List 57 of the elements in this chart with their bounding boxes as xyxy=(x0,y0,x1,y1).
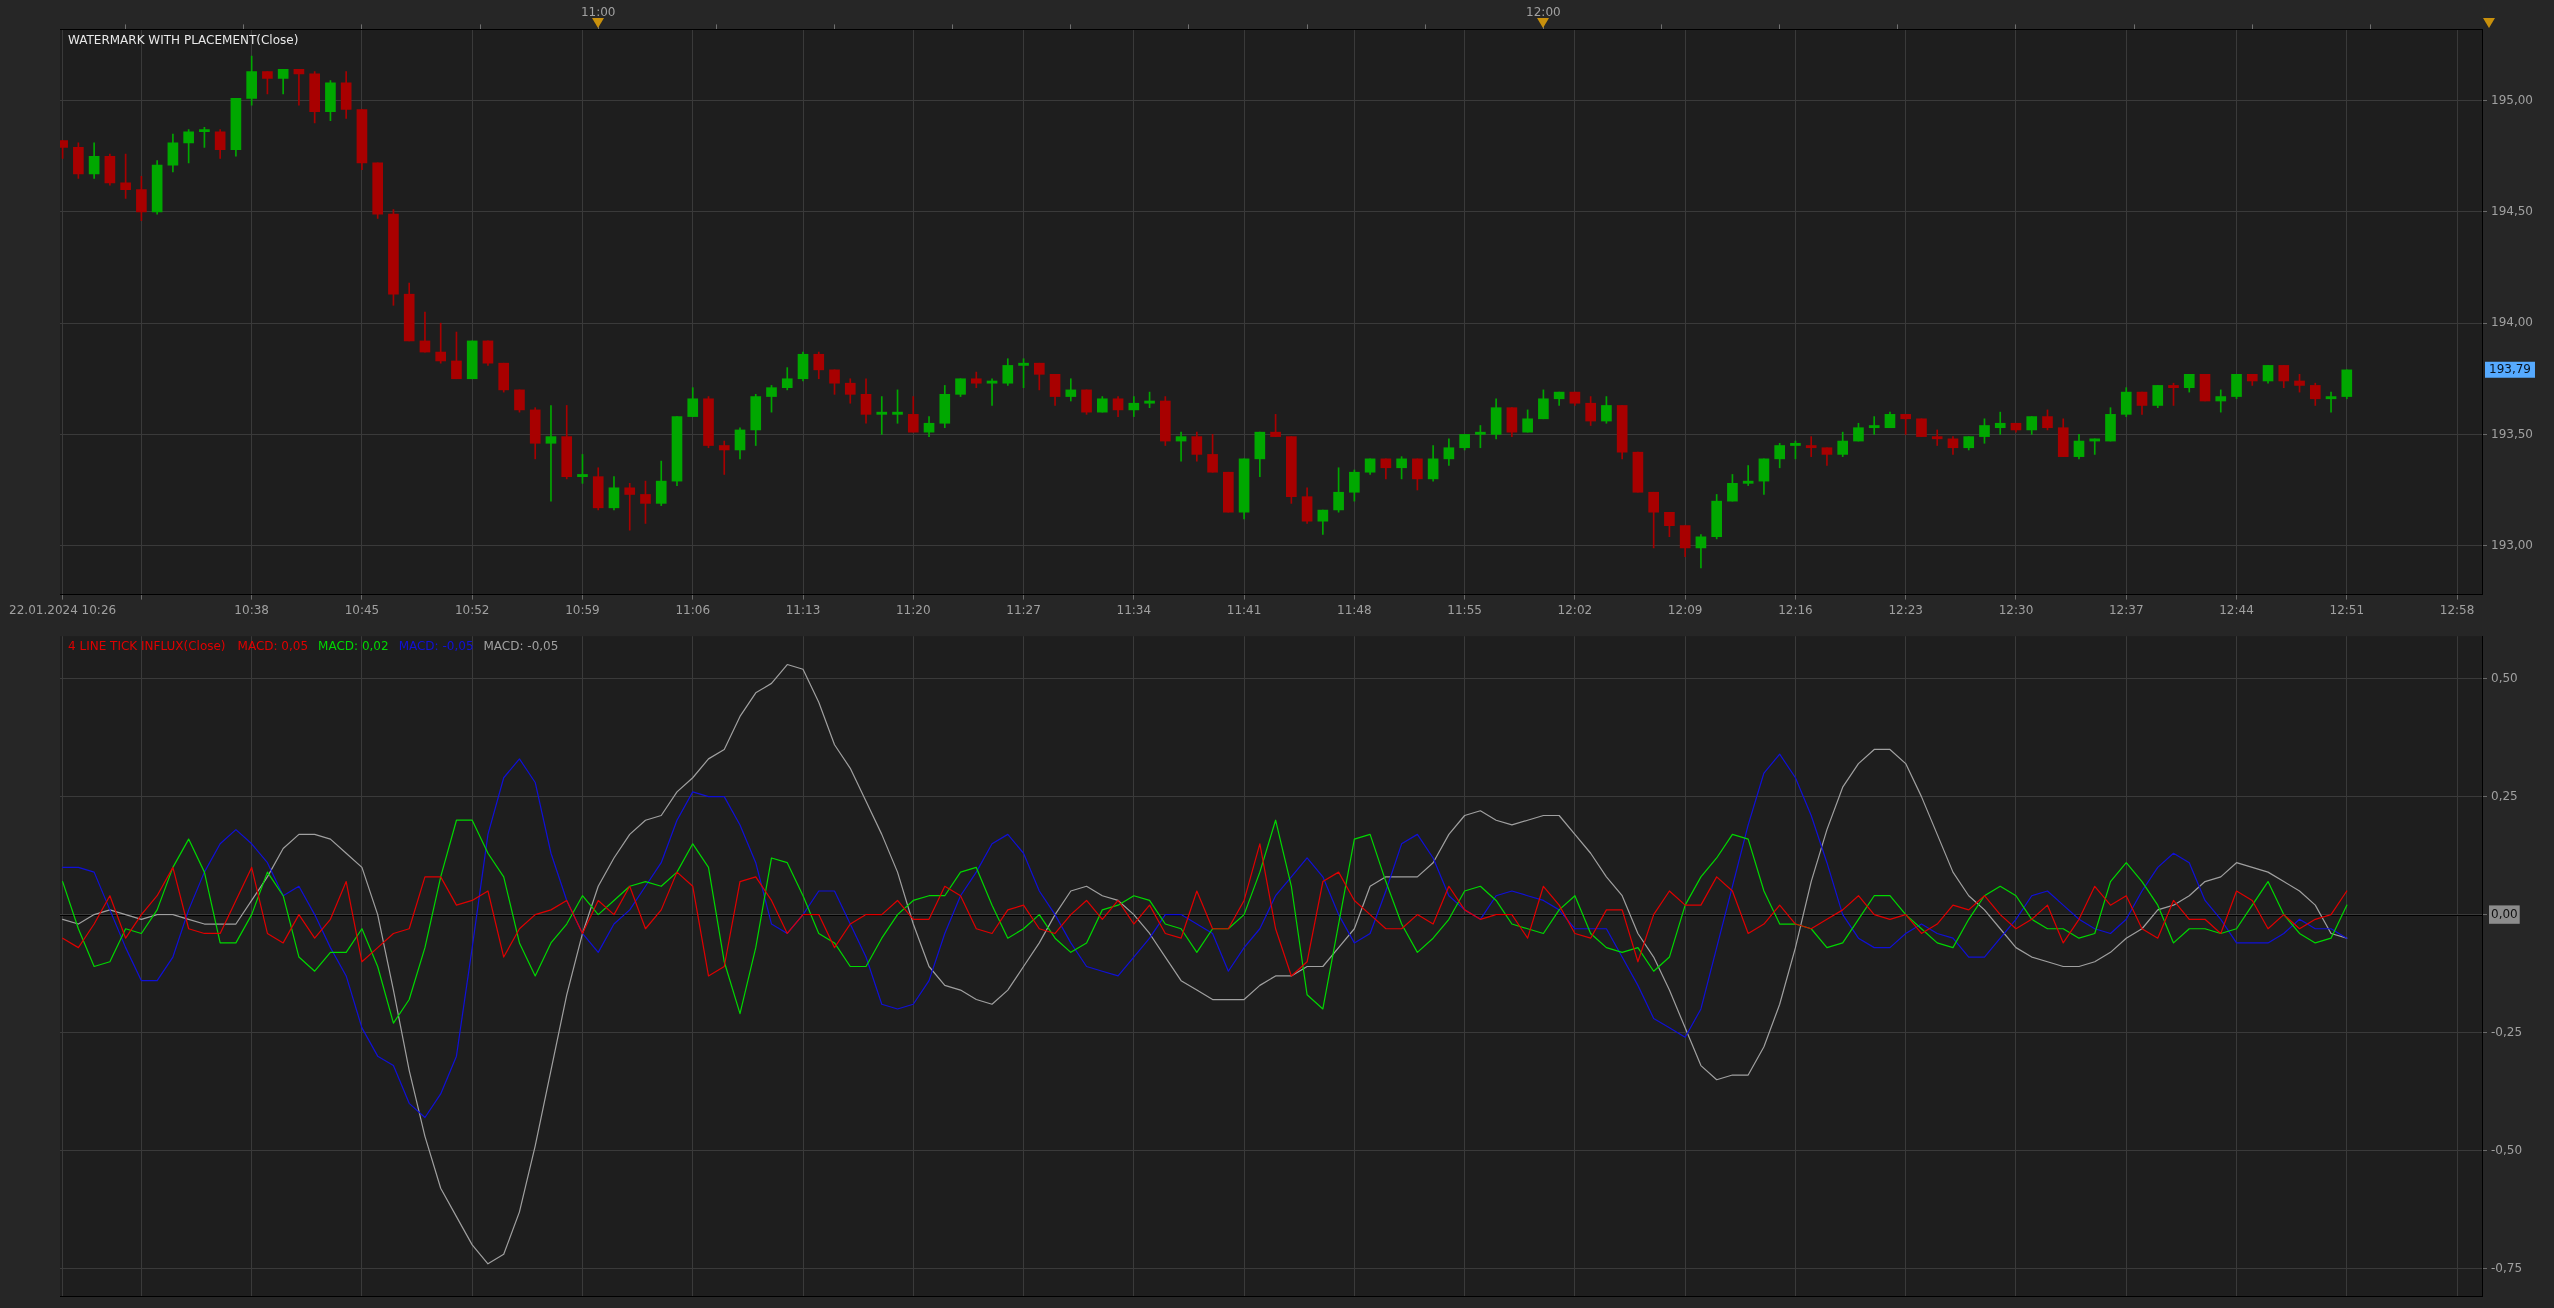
y-tick-label: 0,25 xyxy=(2491,788,2518,803)
candlestick xyxy=(435,322,447,364)
text: MACD: -0,05 xyxy=(398,639,474,654)
chart-title: WATERMARK WITH PLACEMENT(Close) xyxy=(68,32,299,47)
x-tick-label: 11:13 xyxy=(785,602,821,617)
x-tick-label: 11:48 xyxy=(1337,602,1372,617)
y-tick-label: 193,00 xyxy=(2491,537,2533,552)
x-tick-label: 12:44 xyxy=(2219,602,2254,617)
y-tick-label: 0,50 xyxy=(2491,670,2518,685)
x-tick-label: 11:27 xyxy=(1006,602,1041,617)
x-tick-label: 12:16 xyxy=(1778,602,1813,617)
x-tick-label: 10:59 xyxy=(565,602,600,617)
x-tick-label: 12:02 xyxy=(1557,602,1593,617)
y-tick-label: -0,50 xyxy=(2491,1142,2523,1157)
y-tick-label: 194,50 xyxy=(2491,203,2533,218)
x-tick-label: 11:41 xyxy=(1226,602,1262,617)
chart-title: 4 LINE TICK INFLUX(Close) xyxy=(68,639,226,654)
y-tick-label: -0,75 xyxy=(2491,1260,2523,1275)
candlestick xyxy=(1900,414,1912,435)
candlestick xyxy=(1742,465,1754,486)
y-tick-label: 0,00 xyxy=(2491,906,2518,921)
x-tick-label: 10:38 xyxy=(234,602,269,617)
x-tick-label: 10:45 xyxy=(344,602,380,617)
text: MACD: 0,05 xyxy=(237,639,309,654)
x-tick-label: 12:37 xyxy=(2108,602,2144,617)
x-tick-label: 12:51 xyxy=(2329,602,2365,617)
x-tick-label: 11:06 xyxy=(675,602,711,617)
candlestick xyxy=(876,396,888,435)
text: MACD: 0,02 xyxy=(318,639,389,654)
text: MACD: -0,05 xyxy=(483,639,559,654)
y-tick-label: 193,50 xyxy=(2491,426,2533,441)
candlestick xyxy=(986,378,998,406)
y-tick-label: -0,25 xyxy=(2491,1024,2523,1039)
text: 193,79 xyxy=(2489,361,2531,376)
x-tick-label: 10:52 xyxy=(454,602,490,617)
candlestick xyxy=(718,440,730,475)
candlestick xyxy=(545,405,557,502)
candlestick xyxy=(1175,431,1187,462)
x-tick-label: 11:20 xyxy=(895,602,931,617)
x-tick-label: 11:55 xyxy=(1447,602,1482,617)
candlestick xyxy=(1994,411,2006,435)
candlestick xyxy=(1931,429,1943,446)
x-tick-label: 12:23 xyxy=(1888,602,1924,617)
candlestick xyxy=(1805,436,1817,457)
x2-tick-label: 12:00 xyxy=(1526,5,1561,20)
x2-tick-label: 11:00 xyxy=(580,5,616,20)
x-tick-label: 22.01.2024 10:26 xyxy=(9,602,117,617)
y-tick-label: 194,00 xyxy=(2491,315,2533,330)
x-tick-label: 12:58 xyxy=(2439,602,2475,617)
x-tick-label: 12:09 xyxy=(1667,602,1703,617)
x-tick-label: 12:30 xyxy=(1998,602,2034,617)
y-tick-label: 195,00 xyxy=(2491,92,2533,107)
candlestick xyxy=(2325,391,2337,413)
candlestick xyxy=(293,69,305,106)
candlestick xyxy=(624,483,636,531)
x-tick-label: 11:34 xyxy=(1116,602,1152,617)
candlestick xyxy=(1868,416,1880,435)
